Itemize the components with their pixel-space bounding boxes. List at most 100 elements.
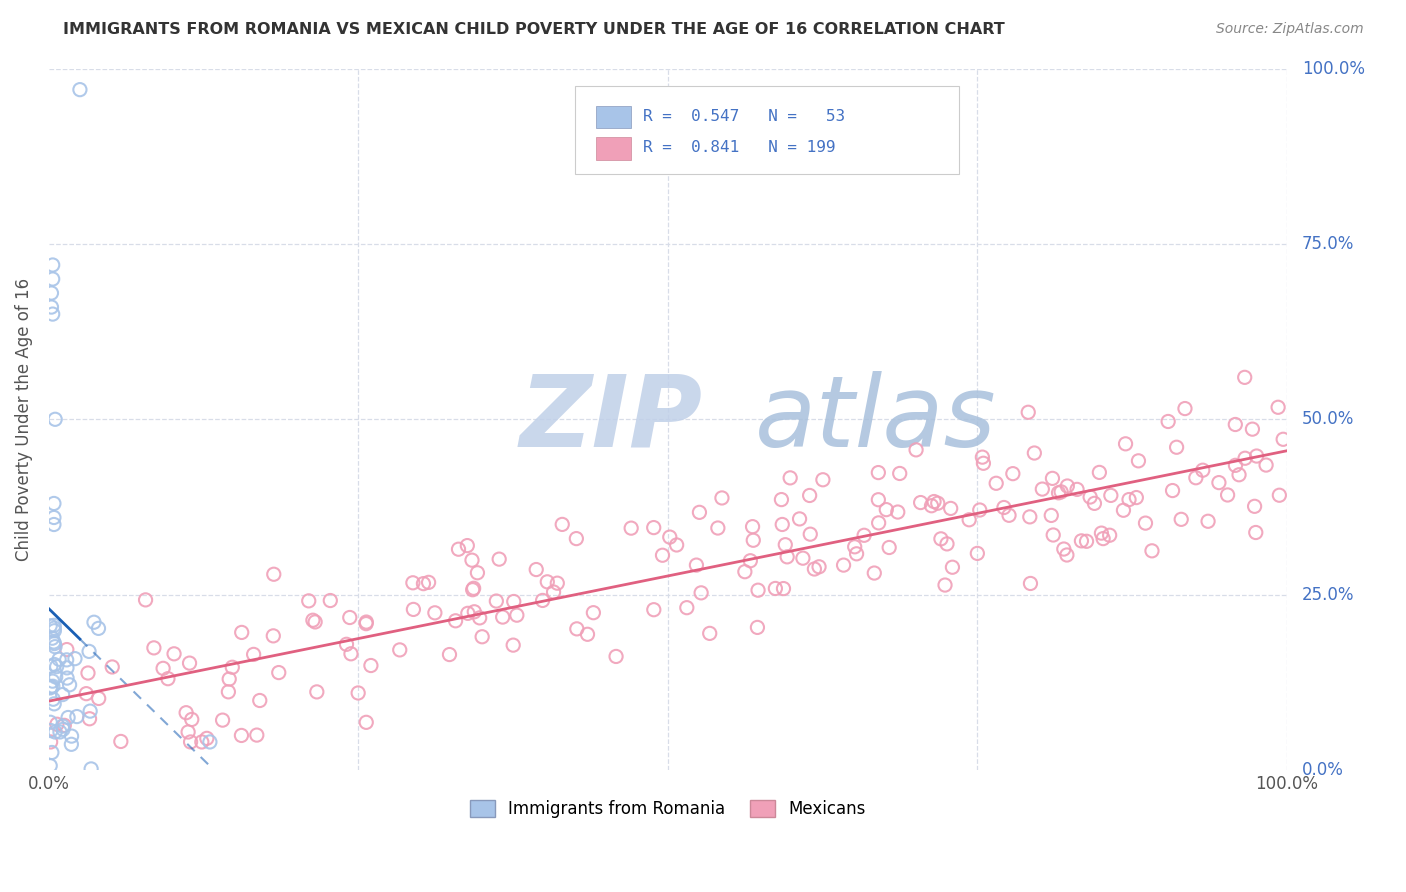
Point [80,762,103,776]
Point [1197,514,1219,528]
Point [747,583,769,598]
Point [1157,415,1180,429]
Point [412,576,434,591]
Text: 50.0%: 50.0% [1302,410,1354,428]
Point [42,635,65,649]
Point [877,541,900,555]
Point [461,553,484,567]
Point [775,538,797,552]
Point [972,450,994,464]
Point [605,649,627,664]
Point [1115,437,1137,451]
Point [467,566,489,580]
Point [1216,488,1239,502]
Point [49,725,72,739]
Point [53,718,76,732]
Point [1225,417,1247,432]
Point [1018,509,1040,524]
Point [966,546,988,560]
Point [998,508,1021,523]
Point [41,286,63,301]
Point [44,657,66,672]
Point [468,611,491,625]
Point [551,517,574,532]
Point [1056,548,1078,562]
Point [195,731,218,746]
Point [39,758,62,772]
Point [845,547,868,561]
Point [1083,496,1105,510]
Point [565,532,588,546]
Text: IMMIGRANTS FROM ROMANIA VS MEXICAN CHILD POVERTY UNDER THE AGE OF 16 CORRELATION: IMMIGRANTS FROM ROMANIA VS MEXICAN CHILD… [63,22,1005,37]
Point [1227,467,1250,482]
Legend: Immigrants from Romania, Mexicans: Immigrants from Romania, Mexicans [463,793,873,825]
Point [1174,401,1197,416]
Point [1056,479,1078,493]
Point [447,542,470,557]
Point [972,456,994,470]
Point [463,582,485,596]
Point [488,552,510,566]
Point [456,539,478,553]
Point [1053,542,1076,557]
Point [87,621,110,635]
Point [218,672,240,686]
Point [75,687,97,701]
Point [685,558,707,573]
Point [402,575,425,590]
Point [461,582,484,597]
Point [1191,463,1213,477]
Point [803,562,825,576]
Point [485,594,508,608]
Point [993,500,1015,515]
Text: R =  0.841   N = 199: R = 0.841 N = 199 [643,140,835,155]
Point [1234,451,1257,466]
Point [929,532,952,546]
Text: R =  0.547   N =   53: R = 0.547 N = 53 [643,109,845,124]
Point [808,559,831,574]
Point [246,728,269,742]
Point [211,713,233,727]
Point [799,527,821,541]
Point [41,258,63,272]
Point [582,606,605,620]
Point [180,735,202,749]
Point [418,575,440,590]
Point [1090,526,1112,541]
Point [42,517,65,532]
Point [198,735,221,749]
Point [39,723,62,738]
Point [347,686,370,700]
Point [1267,401,1289,415]
Point [576,627,599,641]
Point [191,735,214,749]
Point [1166,440,1188,454]
Point [44,618,66,632]
Point [1161,483,1184,498]
Point [789,512,811,526]
Point [776,549,799,564]
Point [339,610,361,624]
Point [1050,484,1073,499]
Point [340,647,363,661]
Point [707,521,730,535]
Point [1078,490,1101,504]
Point [69,82,91,96]
Point [439,648,461,662]
Point [1254,458,1277,472]
Point [48,652,70,666]
Point [87,691,110,706]
Point [56,661,79,675]
Point [221,660,243,674]
Point [41,632,63,646]
Point [1140,544,1163,558]
Point [620,521,643,535]
Point [41,300,63,314]
Point [734,565,756,579]
Point [1040,508,1063,523]
Point [772,582,794,596]
Point [1001,467,1024,481]
Point [142,640,165,655]
Point [868,516,890,530]
Point [868,492,890,507]
